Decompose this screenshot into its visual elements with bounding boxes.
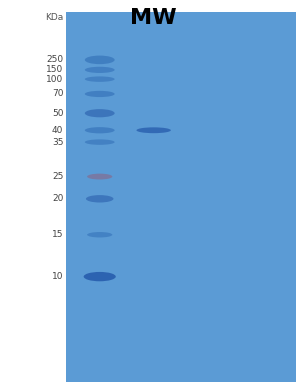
Ellipse shape: [85, 76, 115, 82]
Ellipse shape: [85, 91, 115, 97]
Ellipse shape: [137, 127, 171, 133]
Text: 250: 250: [46, 55, 63, 64]
Ellipse shape: [85, 139, 115, 145]
Text: 15: 15: [52, 230, 63, 239]
Text: 50: 50: [52, 109, 63, 118]
Ellipse shape: [86, 195, 114, 202]
Text: KDa: KDa: [45, 13, 63, 22]
Ellipse shape: [85, 127, 115, 133]
Text: MW: MW: [130, 7, 177, 28]
Ellipse shape: [85, 67, 115, 73]
Text: 25: 25: [52, 172, 63, 181]
Ellipse shape: [87, 174, 112, 179]
Text: 20: 20: [52, 194, 63, 203]
Text: 100: 100: [46, 74, 63, 83]
Ellipse shape: [85, 55, 115, 64]
Text: 150: 150: [46, 66, 63, 74]
Ellipse shape: [84, 272, 116, 281]
Ellipse shape: [87, 232, 112, 238]
Text: 35: 35: [52, 138, 63, 147]
Bar: [66, 12, 296, 382]
Ellipse shape: [85, 109, 115, 117]
Text: 40: 40: [52, 126, 63, 135]
Text: 70: 70: [52, 89, 63, 98]
Text: 10: 10: [52, 272, 63, 281]
